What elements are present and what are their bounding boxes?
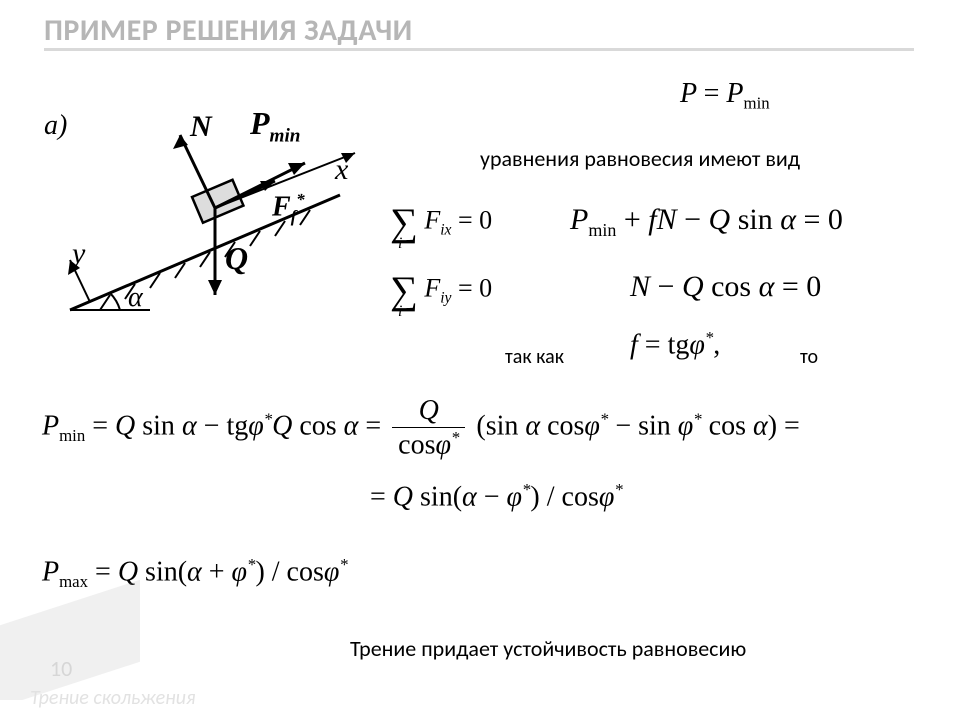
eq-equilibrium-1: Pmin + fN − Q sin α = 0 [570,203,843,241]
label-Pmin: Pmin [250,105,300,147]
text-since: так как [505,345,564,369]
label-N: N [190,110,212,144]
text-equilibrium-label: уравнения равновесия имеют вид [480,145,800,172]
corner-decoration [0,580,140,700]
eq-pmin-expanded: Pmin = Q sin α − tgφ*Q cos α = Qcosφ* (s… [42,395,800,461]
incline-diagram [60,95,380,335]
label-y: y [72,237,85,271]
text-conclusion: Трение придает устойчивость равновесию [350,635,746,662]
eq-sum-fy: ∑i Fiy = 0 [390,268,492,313]
text-then: то [800,345,818,369]
label-alpha: α [128,282,143,314]
eq-equilibrium-2: N − Q cos α = 0 [630,270,821,304]
label-Ff: Ff* [272,190,305,227]
label-x: x [335,153,348,187]
eq-f-tg-phi: f = tgφ*, [630,328,720,361]
title-underline [44,48,914,51]
eq-qsin-diff: = Q sin(α − φ*) / cosφ* [370,480,623,513]
page-number: 10 [50,655,72,682]
label-Q: Q [225,240,248,277]
slide-title: ПРИМЕР РЕШЕНИЯ ЗАДАЧИ [44,12,413,49]
eq-p-equals-pmin: P = Pmin [680,78,770,114]
footer-label: Трение скольжения [30,686,195,710]
eq-sum-fx: ∑i Fix = 0 [390,200,492,245]
